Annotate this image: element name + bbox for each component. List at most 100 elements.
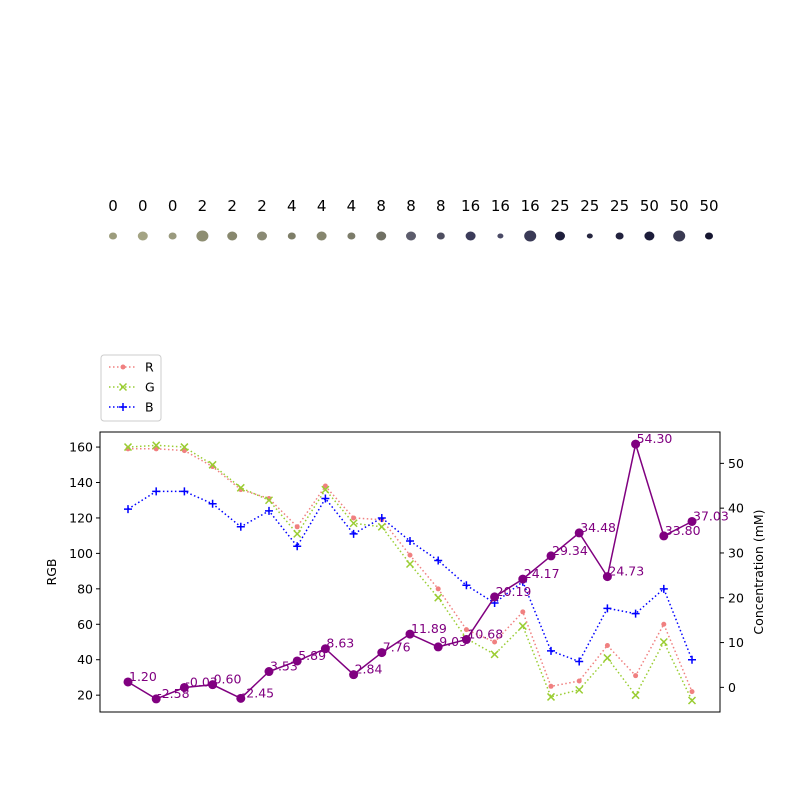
concentration-value-label: -2.45 xyxy=(242,685,274,700)
sample-label: 25 xyxy=(550,197,569,215)
concentration-value-label: 5.89 xyxy=(298,648,326,663)
sample-label: 50 xyxy=(640,197,659,215)
series-b-point xyxy=(462,581,471,590)
legend-label: R xyxy=(145,360,154,375)
series-r-point xyxy=(463,627,469,633)
series-g-point xyxy=(321,485,330,494)
left-tick-label: 40 xyxy=(77,652,93,667)
concentration-point xyxy=(687,516,697,526)
series-r-point xyxy=(492,639,498,645)
concentration-point xyxy=(377,648,387,658)
sample-swatch xyxy=(347,232,356,240)
concentration-value-label: 24.17 xyxy=(524,566,560,581)
concentration-value-label: 11.89 xyxy=(411,621,447,636)
series-g-point xyxy=(208,460,217,469)
sample-swatch xyxy=(497,233,504,239)
sample-label: 16 xyxy=(461,197,480,215)
legend-marker xyxy=(120,364,126,370)
series-g-point xyxy=(687,696,697,705)
series-b-point xyxy=(406,536,414,545)
sample-swatch xyxy=(109,232,117,240)
left-tick-label: 120 xyxy=(69,510,93,525)
series-b-point xyxy=(603,604,612,613)
concentration-point xyxy=(546,551,556,561)
concentration-point xyxy=(461,635,471,645)
series-b-point xyxy=(208,499,217,508)
rgb-concentration-plot: 20 40 60 80 100 120 140 160 0 10 20 30 40 50 RGB Concen… xyxy=(44,431,766,713)
sample-swatch xyxy=(673,230,686,242)
sample-label: 8 xyxy=(406,197,416,215)
concentration-point xyxy=(123,677,133,687)
series-r-point xyxy=(633,673,639,679)
sample-label: 0 xyxy=(138,197,148,215)
concentration-value-label: 34.48 xyxy=(580,520,616,535)
series-b-point xyxy=(293,542,302,551)
series-b-point xyxy=(377,513,386,522)
series-g-point xyxy=(631,691,640,700)
series-b-point xyxy=(180,487,189,496)
sample-swatch xyxy=(376,231,387,241)
series-g-point xyxy=(405,559,415,569)
right-tick-label: 0 xyxy=(728,680,736,695)
series-r-point xyxy=(520,609,526,615)
plot-frame xyxy=(99,431,721,713)
series-b-point xyxy=(547,646,555,655)
concentration-point xyxy=(320,644,330,654)
series-b-point xyxy=(321,494,330,503)
concentration-point xyxy=(433,642,443,652)
series-b-point xyxy=(152,487,161,496)
sample-label: 16 xyxy=(521,197,540,215)
series-g-point xyxy=(575,685,584,694)
sample-label: 25 xyxy=(610,197,629,215)
series-concentration-line xyxy=(127,441,693,700)
series-b-point xyxy=(688,655,696,664)
concentration-point xyxy=(490,592,500,602)
y-axis-label: RGB xyxy=(44,559,59,586)
series-r-point xyxy=(435,586,441,592)
concentration-value-label: 8.63 xyxy=(326,636,354,651)
concentration-point xyxy=(236,693,246,703)
sample-swatch xyxy=(196,230,209,242)
sample-swatch xyxy=(257,231,267,241)
concentration-value-label: -2.58 xyxy=(157,686,189,701)
series-g-point xyxy=(123,443,133,452)
sample-label: 25 xyxy=(580,197,599,215)
series-b-point xyxy=(575,657,584,666)
sample-label: 2 xyxy=(257,197,267,215)
sample-label: 8 xyxy=(376,197,386,215)
series-b-point xyxy=(434,556,443,565)
right-tick-label: 40 xyxy=(728,501,744,516)
right-tick-label: 50 xyxy=(728,456,744,471)
sample-label: 50 xyxy=(670,197,689,215)
series-r-point xyxy=(604,643,610,649)
series-r-point xyxy=(661,621,667,627)
sample-label: 4 xyxy=(347,197,357,215)
series-g-point xyxy=(377,522,386,531)
left-tick-label: 20 xyxy=(77,688,93,703)
series-r-point xyxy=(548,683,554,689)
series-g-point xyxy=(293,529,302,538)
series-r-line xyxy=(128,448,693,692)
sample-label: 8 xyxy=(436,197,446,215)
concentration-value-label: 29.34 xyxy=(552,543,588,558)
legend-label: G xyxy=(145,380,155,395)
sample-swatch xyxy=(287,232,296,240)
concentration-value-label: 24.73 xyxy=(608,564,644,579)
series-r-point xyxy=(294,524,300,530)
concentration-value-label: 2.84 xyxy=(355,662,383,677)
sample-label: 2 xyxy=(198,197,208,215)
concentration-point xyxy=(151,694,161,704)
sample-swatch xyxy=(555,231,565,241)
concentration-value-label: 54.30 xyxy=(637,431,673,446)
sample-swatch xyxy=(465,231,476,241)
series-g-point xyxy=(236,483,245,492)
series-r-point xyxy=(407,552,413,558)
series-g-point xyxy=(180,443,189,452)
sample-swatch xyxy=(586,233,593,239)
concentration-point xyxy=(574,528,584,538)
concentration-point xyxy=(264,667,274,677)
concentration-value-label: 3.53 xyxy=(270,659,298,674)
series-b-point xyxy=(236,522,245,531)
series-g-point xyxy=(264,496,274,505)
concentration-value-label: 33.80 xyxy=(665,523,701,538)
